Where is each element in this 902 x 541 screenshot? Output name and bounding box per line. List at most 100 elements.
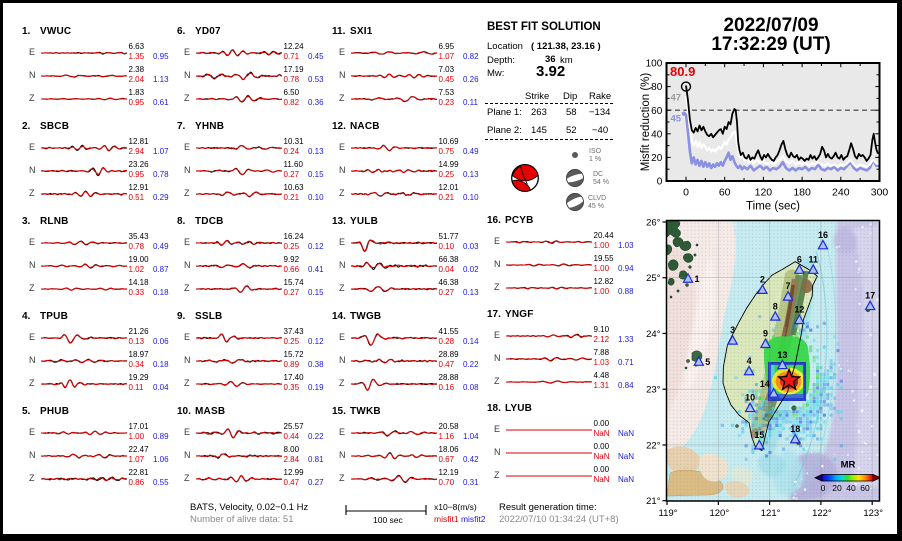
- clvd-name: CLVD: [588, 194, 607, 202]
- component-label: Z: [29, 93, 35, 104]
- misfit1-value: 0.78: [283, 75, 300, 85]
- amplitude-value: 19.55: [593, 253, 614, 263]
- waveform-trace: [196, 239, 282, 246]
- amplitude-value: 7.53: [438, 87, 455, 97]
- amplitude-value: 6.63: [128, 41, 145, 51]
- station-number: 7.: [177, 121, 186, 132]
- misfit1-value: 0.16: [438, 383, 455, 393]
- misfit1-value: 1.16: [438, 432, 455, 441]
- station-map-label: 6: [797, 254, 802, 264]
- misfit2-value: 0.29: [153, 193, 169, 203]
- station-name: RLNB: [40, 216, 69, 227]
- station-name: SBCB: [40, 121, 70, 132]
- lat-tick-label: 22°: [646, 440, 661, 451]
- waveform-trace: [506, 240, 592, 244]
- table-divider-bottom: [485, 139, 613, 140]
- waveform-trace: [351, 168, 437, 174]
- station-name: NACB: [350, 121, 380, 132]
- waveform-trace: [351, 379, 437, 392]
- waveform-trace: [196, 285, 282, 294]
- gen-time-value: 2022/07/10 01:34:24 (UT+8): [499, 513, 619, 525]
- y-tick-label: 80: [651, 82, 663, 93]
- border-bottom: [0, 534, 902, 541]
- station-map-label: 9: [763, 329, 768, 339]
- waveform-trace: [41, 190, 127, 198]
- component-label: Z: [29, 473, 35, 484]
- component-label: N: [339, 260, 346, 271]
- component-label: Z: [339, 188, 345, 199]
- component-label: N: [494, 447, 501, 458]
- plane1-dip: 58: [566, 107, 577, 118]
- waveform-trace: [41, 51, 127, 55]
- misfit1-value: 0.25: [438, 170, 455, 180]
- misfit1-value: 0.24: [283, 147, 300, 156]
- misfit2-value: 0.45: [308, 52, 324, 61]
- amplitude-value: 9.92: [283, 254, 300, 264]
- waveform-trace: [351, 51, 437, 55]
- depth-unit: km: [560, 54, 573, 66]
- component-label: E: [494, 236, 501, 246]
- component-label: Z: [339, 473, 345, 484]
- amplitude-value: 6.95: [438, 41, 455, 51]
- misfit1-value: 0.47: [283, 478, 300, 488]
- misfit1-value: 0.44: [283, 432, 300, 441]
- station-name: TDCB: [195, 216, 224, 227]
- colorbar-bar: [821, 474, 874, 482]
- misfit1-value: 0.10: [438, 242, 455, 251]
- component-label: E: [29, 237, 36, 247]
- amplitude-value: 12.01: [438, 182, 459, 192]
- location-value: ( 121.38, 23.16 ): [531, 40, 601, 52]
- misfit2-value: 0.18: [153, 288, 169, 298]
- lat-tick-label: 21°: [646, 496, 661, 507]
- station-number: 15.: [332, 406, 346, 417]
- misfit1-value: 1.00: [128, 432, 145, 441]
- misfit2-value: 0.95: [153, 52, 169, 61]
- waveform-trace: [506, 357, 592, 362]
- amplitude-value: 22.47: [128, 444, 149, 454]
- misfit2-value: 0.53: [308, 75, 324, 85]
- amplitude-value: 0.00: [593, 464, 610, 474]
- misfit2-value: 1.04: [463, 432, 479, 441]
- component-label: E: [184, 142, 191, 152]
- misfit1-value: 1.00: [593, 264, 610, 274]
- amplitude-value: 17.01: [128, 421, 149, 431]
- colorbar-tick-label: 60: [860, 483, 870, 493]
- amplitude-value: 10.69: [438, 136, 459, 146]
- misfit2-value: 0.04: [153, 383, 169, 393]
- misfit2-value: 0.94: [618, 264, 634, 274]
- component-label: E: [339, 237, 346, 247]
- component-label: N: [184, 260, 191, 271]
- misfit1-value: NaN: [593, 452, 610, 462]
- component-label: Z: [184, 93, 190, 104]
- waveform-trace: [506, 475, 592, 477]
- misfit2-value: 0.26: [463, 75, 479, 85]
- misfit1-value: 0.70: [438, 478, 455, 488]
- station-map-label: 18: [790, 424, 800, 434]
- component-label: Z: [494, 470, 500, 481]
- misfit1-value: 0.25: [283, 242, 300, 251]
- iso-pct: 1 %: [589, 156, 602, 164]
- station-name: TPUB: [40, 311, 69, 322]
- component-label: N: [29, 355, 36, 366]
- mw-value: 3.92: [536, 63, 566, 80]
- misfit1-value: 1.02: [128, 265, 145, 275]
- misfit1-value: 0.47: [438, 360, 455, 370]
- misfit2-value: 0.11: [463, 98, 478, 108]
- waveform-trace: [196, 71, 282, 81]
- waveform-trace: [351, 261, 437, 271]
- misfit1-value: 1.31: [593, 381, 610, 391]
- component-label: E: [494, 424, 501, 434]
- station-name: MASB: [195, 406, 226, 417]
- waveform-trace: [196, 453, 282, 460]
- misfit2-value: 0.06: [153, 337, 169, 346]
- station-triangle: [782, 290, 794, 301]
- misfit2-value: 0.22: [463, 360, 479, 370]
- waveform-trace: [351, 430, 437, 437]
- component-label: E: [339, 427, 346, 437]
- gen-time-label: Result generation time:: [499, 501, 597, 513]
- station-triangle: [864, 299, 876, 311]
- clvd-label: CLVD 45 %: [588, 195, 606, 213]
- amplitude-value: 23.26: [128, 159, 149, 169]
- misfit1-value: 2.12: [593, 335, 610, 344]
